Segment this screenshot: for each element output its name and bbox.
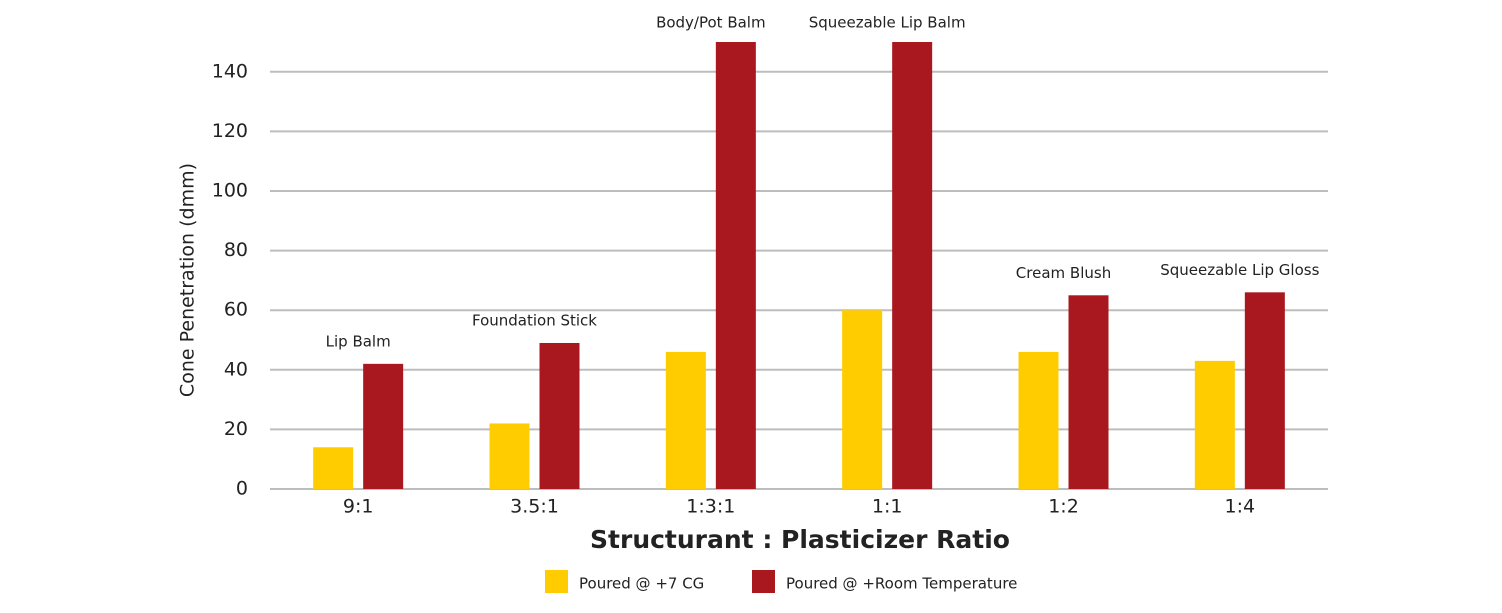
annotation: Squeezable Lip Gloss bbox=[1160, 261, 1319, 279]
bar bbox=[1018, 351, 1059, 489]
x-tick-label: 9:1 bbox=[343, 496, 374, 518]
bar bbox=[715, 42, 756, 489]
y-tick-label: 120 bbox=[212, 120, 248, 142]
annotation: Foundation Stick bbox=[472, 311, 597, 329]
bar bbox=[539, 342, 580, 489]
legend-label: Poured @ +Room Temperature bbox=[786, 575, 1017, 593]
x-tick-label: 1:2 bbox=[1048, 496, 1079, 518]
bar bbox=[842, 310, 883, 489]
y-axis-title: Cone Penetration (dmm) bbox=[177, 163, 199, 397]
bar bbox=[313, 447, 354, 489]
annotation: Cream Blush bbox=[1016, 264, 1111, 282]
y-tick-label: 60 bbox=[224, 299, 248, 321]
bar bbox=[892, 42, 933, 489]
x-axis-title: Structurant : Plasticizer Ratio bbox=[590, 525, 1010, 554]
bar bbox=[1244, 292, 1285, 489]
x-tick-label: 1:3:1 bbox=[686, 496, 735, 518]
y-tick-label: 100 bbox=[212, 180, 248, 202]
y-tick-label: 140 bbox=[212, 60, 248, 82]
bar bbox=[1194, 360, 1235, 489]
y-tick-label: 20 bbox=[224, 418, 248, 440]
annotation: Body/Pot Balm bbox=[656, 14, 766, 32]
annotation: Lip Balm bbox=[326, 332, 391, 350]
legend-swatch bbox=[545, 570, 568, 593]
annotation: Squeezable Lip Balm bbox=[809, 14, 966, 32]
y-tick-label: 0 bbox=[236, 478, 248, 500]
legend-label: Poured @ +7 CG bbox=[579, 575, 704, 593]
y-tick-label: 80 bbox=[224, 239, 248, 261]
x-tick-label: 1:1 bbox=[872, 496, 903, 518]
bar bbox=[665, 351, 706, 489]
legend-swatch bbox=[752, 570, 775, 593]
x-tick-label: 1:4 bbox=[1225, 496, 1256, 518]
bar bbox=[1068, 295, 1109, 489]
x-tick-label: 3.5:1 bbox=[510, 496, 559, 518]
bar bbox=[363, 363, 404, 489]
bar bbox=[489, 423, 530, 489]
y-tick-label: 40 bbox=[224, 358, 248, 380]
